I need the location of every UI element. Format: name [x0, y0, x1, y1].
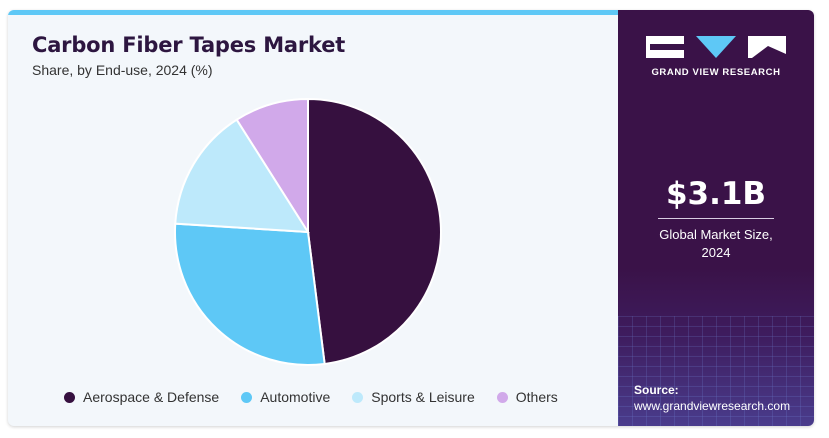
chart-title: Carbon Fiber Tapes Market	[32, 33, 346, 57]
grid-decoration	[618, 316, 814, 426]
accent-bar	[8, 10, 618, 15]
legend-label: Sports & Leisure	[371, 389, 475, 405]
market-size-caption: Global Market Size, 2024	[618, 226, 814, 262]
legend-swatch	[496, 391, 508, 403]
pie-slice-sports-leisure	[174, 118, 310, 234]
legend-swatch	[64, 391, 75, 403]
legend-item: Others	[496, 389, 558, 405]
market-caption-line2: 2024	[701, 245, 731, 260]
summary-panel: GRAND VIEW RESEARCH $3.1B Global Market …	[618, 10, 814, 426]
brand-name: GRAND VIEW RESEARCH	[651, 67, 781, 78]
pie-slice-aerospace-defense	[307, 97, 442, 366]
source-label: Source:	[634, 383, 679, 397]
pie-chart	[174, 97, 442, 366]
chart-panel: Carbon Fiber Tapes Market Share, by End-…	[8, 10, 618, 426]
legend-item: Automotive	[241, 389, 330, 405]
divider	[658, 218, 774, 219]
pie-slice-others	[235, 97, 309, 236]
legend-swatch	[352, 391, 364, 403]
chart-subtitle: Share, by End-use, 2024 (%)	[32, 62, 213, 78]
infographic-card: Carbon Fiber Tapes Market Share, by End-…	[8, 10, 814, 426]
grand-view-research-logo	[646, 36, 786, 58]
market-caption-line1: Global Market Size,	[659, 227, 773, 242]
chart-legend: Aerospace & Defense Automotive Sports & Le…	[64, 389, 580, 405]
legend-label: Others	[515, 389, 558, 405]
legend-swatch	[241, 391, 253, 403]
legend-label: Aerospace & Defense	[83, 389, 220, 405]
legend-item: Sports & Leisure	[352, 389, 475, 405]
pie-slice-automotive	[174, 222, 326, 366]
legend-label: Automotive	[260, 389, 331, 405]
market-size-value: $3.1B	[665, 176, 767, 212]
legend-item: Aerospace & Defense	[64, 389, 219, 405]
source-url[interactable]: www.grandviewresearch.com	[634, 399, 791, 413]
